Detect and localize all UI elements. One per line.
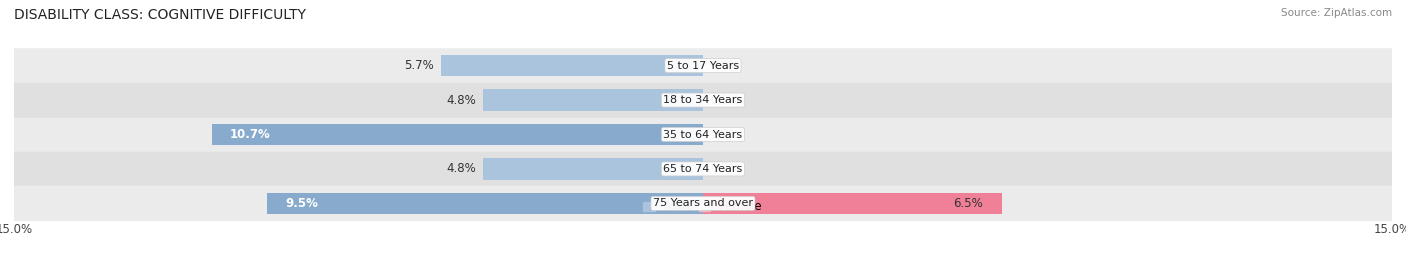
Text: 0.0%: 0.0% bbox=[710, 94, 740, 107]
Bar bbox=[14, 152, 1392, 186]
Text: 6.5%: 6.5% bbox=[953, 197, 983, 210]
Bar bbox=[14, 83, 1392, 117]
Text: 35 to 64 Years: 35 to 64 Years bbox=[664, 129, 742, 140]
Bar bbox=[267, 193, 703, 214]
Text: DISABILITY CLASS: COGNITIVE DIFFICULTY: DISABILITY CLASS: COGNITIVE DIFFICULTY bbox=[14, 8, 307, 22]
Text: 0.0%: 0.0% bbox=[710, 162, 740, 175]
Legend: Male, Female: Male, Female bbox=[638, 196, 768, 218]
Text: 0.0%: 0.0% bbox=[710, 128, 740, 141]
Text: 5 to 17 Years: 5 to 17 Years bbox=[666, 61, 740, 71]
Text: Source: ZipAtlas.com: Source: ZipAtlas.com bbox=[1281, 8, 1392, 18]
Text: 18 to 34 Years: 18 to 34 Years bbox=[664, 95, 742, 105]
Bar bbox=[441, 55, 703, 76]
Bar bbox=[482, 89, 703, 111]
Bar bbox=[14, 49, 1392, 83]
Text: 10.7%: 10.7% bbox=[231, 128, 271, 141]
Bar bbox=[703, 193, 1001, 214]
Text: 4.8%: 4.8% bbox=[446, 162, 475, 175]
Text: 65 to 74 Years: 65 to 74 Years bbox=[664, 164, 742, 174]
Text: 75 Years and over: 75 Years and over bbox=[652, 198, 754, 208]
Bar bbox=[211, 124, 703, 145]
Bar bbox=[14, 186, 1392, 220]
Bar bbox=[14, 118, 1392, 151]
Text: 4.8%: 4.8% bbox=[446, 94, 475, 107]
Text: 9.5%: 9.5% bbox=[285, 197, 318, 210]
Bar bbox=[482, 158, 703, 180]
Text: 0.0%: 0.0% bbox=[710, 59, 740, 72]
Text: 5.7%: 5.7% bbox=[405, 59, 434, 72]
